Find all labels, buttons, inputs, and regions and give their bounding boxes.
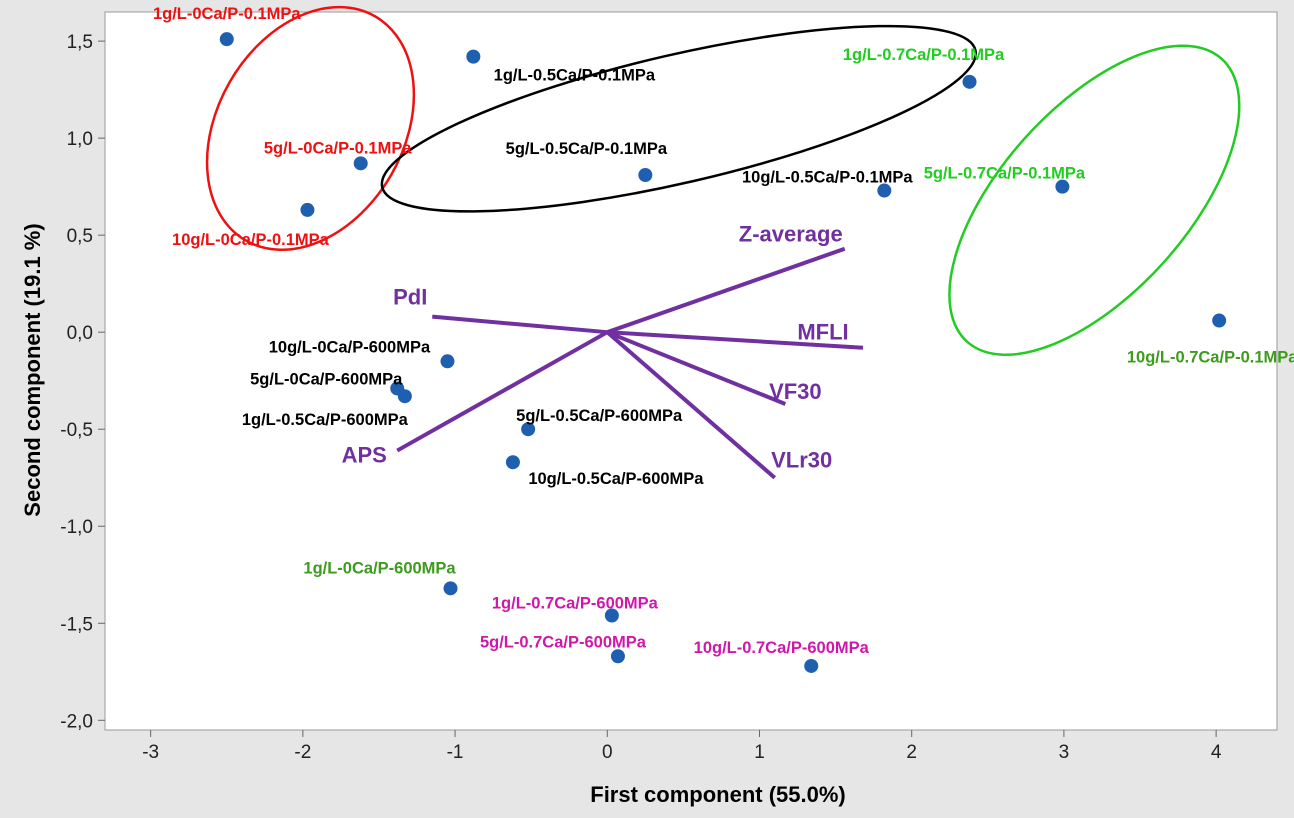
loading-vector-label: Z-average [739,222,843,247]
data-point [353,156,368,171]
data-point [962,74,977,89]
data-points [219,32,1227,673]
loading-vector-line [605,330,777,480]
data-point [638,168,653,183]
y-tick-label: 0,0 [67,323,93,344]
x-tick-label: -3 [142,742,159,763]
point-label: 1g/L-0.5Ca/P-0.1MPa [494,67,656,85]
x-tick-label: 4 [1211,742,1222,763]
point-label: 10g/L-0Ca/P-600MPa [269,338,431,356]
point-label: 10g/L-0.5Ca/P-0.1MPa [742,169,913,187]
point-label: 1g/L-0.5Ca/P-600MPa [242,411,409,429]
y-tick-label: -0,5 [60,420,93,441]
group-ellipse [205,5,416,252]
x-axis-title: First component (55.0%) [590,782,845,807]
x-tick-label: 0 [602,742,613,763]
loading-vector-label: MFLI [797,320,848,345]
point-label: 5g/L-0.5Ca/P-0.1MPa [506,140,668,158]
data-point [440,354,455,369]
point-label: 5g/L-0.7Ca/P-0.1MPa [924,165,1086,183]
y-tick-label: 0,5 [67,226,93,247]
y-tick-label: -2,0 [60,711,93,732]
data-point [300,202,315,217]
group-ellipse [380,24,978,213]
group-ellipse [948,44,1241,357]
data-point [1055,179,1070,194]
point-label: 1g/L-0.7Ca/P-600MPa [492,595,659,613]
x-tick-label: 2 [906,742,917,763]
loading-vector-line [606,330,787,406]
x-tick-label: -1 [447,742,464,763]
point-label: 5g/L-0.5Ca/P-600MPa [516,407,683,425]
y-tick-label: -1,0 [60,517,93,538]
loading-vector-label: VLr30 [771,448,832,473]
data-point [1212,313,1227,328]
data-point [505,455,520,470]
point-label: 5g/L-0Ca/P-0.1MPa [264,139,412,157]
axes: -3 -2 -1 0 1 2 3 4 -2,0 -1,5 -1,0 -0,5 0,0 0,5 1,0 1,5 [60,32,1222,763]
point-label: 10g/L-0.7Ca/P-0.1MPa [1127,349,1294,367]
loading-vector-label: PdI [393,285,427,310]
loading-vector-line [396,330,609,453]
point-labels: 1g/L-0Ca/P-0.1MPa 5g/L-0Ca/P-0.1MPa 10g/L-… [153,5,1294,657]
point-label: 1g/L-0Ca/P-0.1MPa [153,5,301,23]
data-point [443,581,458,596]
point-label: 1g/L-0Ca/P-600MPa [303,559,456,577]
point-label: 10g/L-0Ca/P-0.1MPa [172,231,330,249]
point-label: 5g/L-0Ca/P-600MPa [250,370,403,388]
loading-vector-line [607,330,864,350]
data-point [604,608,619,623]
point-label: 10g/L-0.5Ca/P-600MPa [528,470,704,488]
plot-area [104,11,1278,731]
data-point [804,658,819,673]
point-label: 1g/L-0.7Ca/P-0.1MPa [843,46,1005,64]
data-point [219,32,234,47]
y-tick-label: -1,5 [60,614,93,635]
loading-vectors: Z-average PdI MFLI VF30 VLr30 APS [342,222,864,480]
point-label: 5g/L-0.7Ca/P-600MPa [480,633,647,651]
loading-vector-line [606,246,846,335]
data-point [521,422,536,437]
x-tick-label: -2 [294,742,311,763]
loading-vector-line [432,314,608,335]
data-point [877,183,892,198]
loading-vector-label: VF30 [769,379,822,404]
x-tick-label: 3 [1059,742,1070,763]
x-tick-label: 1 [754,742,765,763]
data-point [397,389,412,404]
y-axis-title: Second component (19.1 %) [20,223,45,516]
group-ellipses [205,5,1241,357]
data-point [610,649,625,664]
y-tick-label: 1,5 [67,32,93,53]
data-point [466,49,481,64]
loading-vector-label: APS [342,443,387,468]
point-label: 10g/L-0.7Ca/P-600MPa [694,639,870,657]
y-tick-label: 1,0 [67,129,93,150]
